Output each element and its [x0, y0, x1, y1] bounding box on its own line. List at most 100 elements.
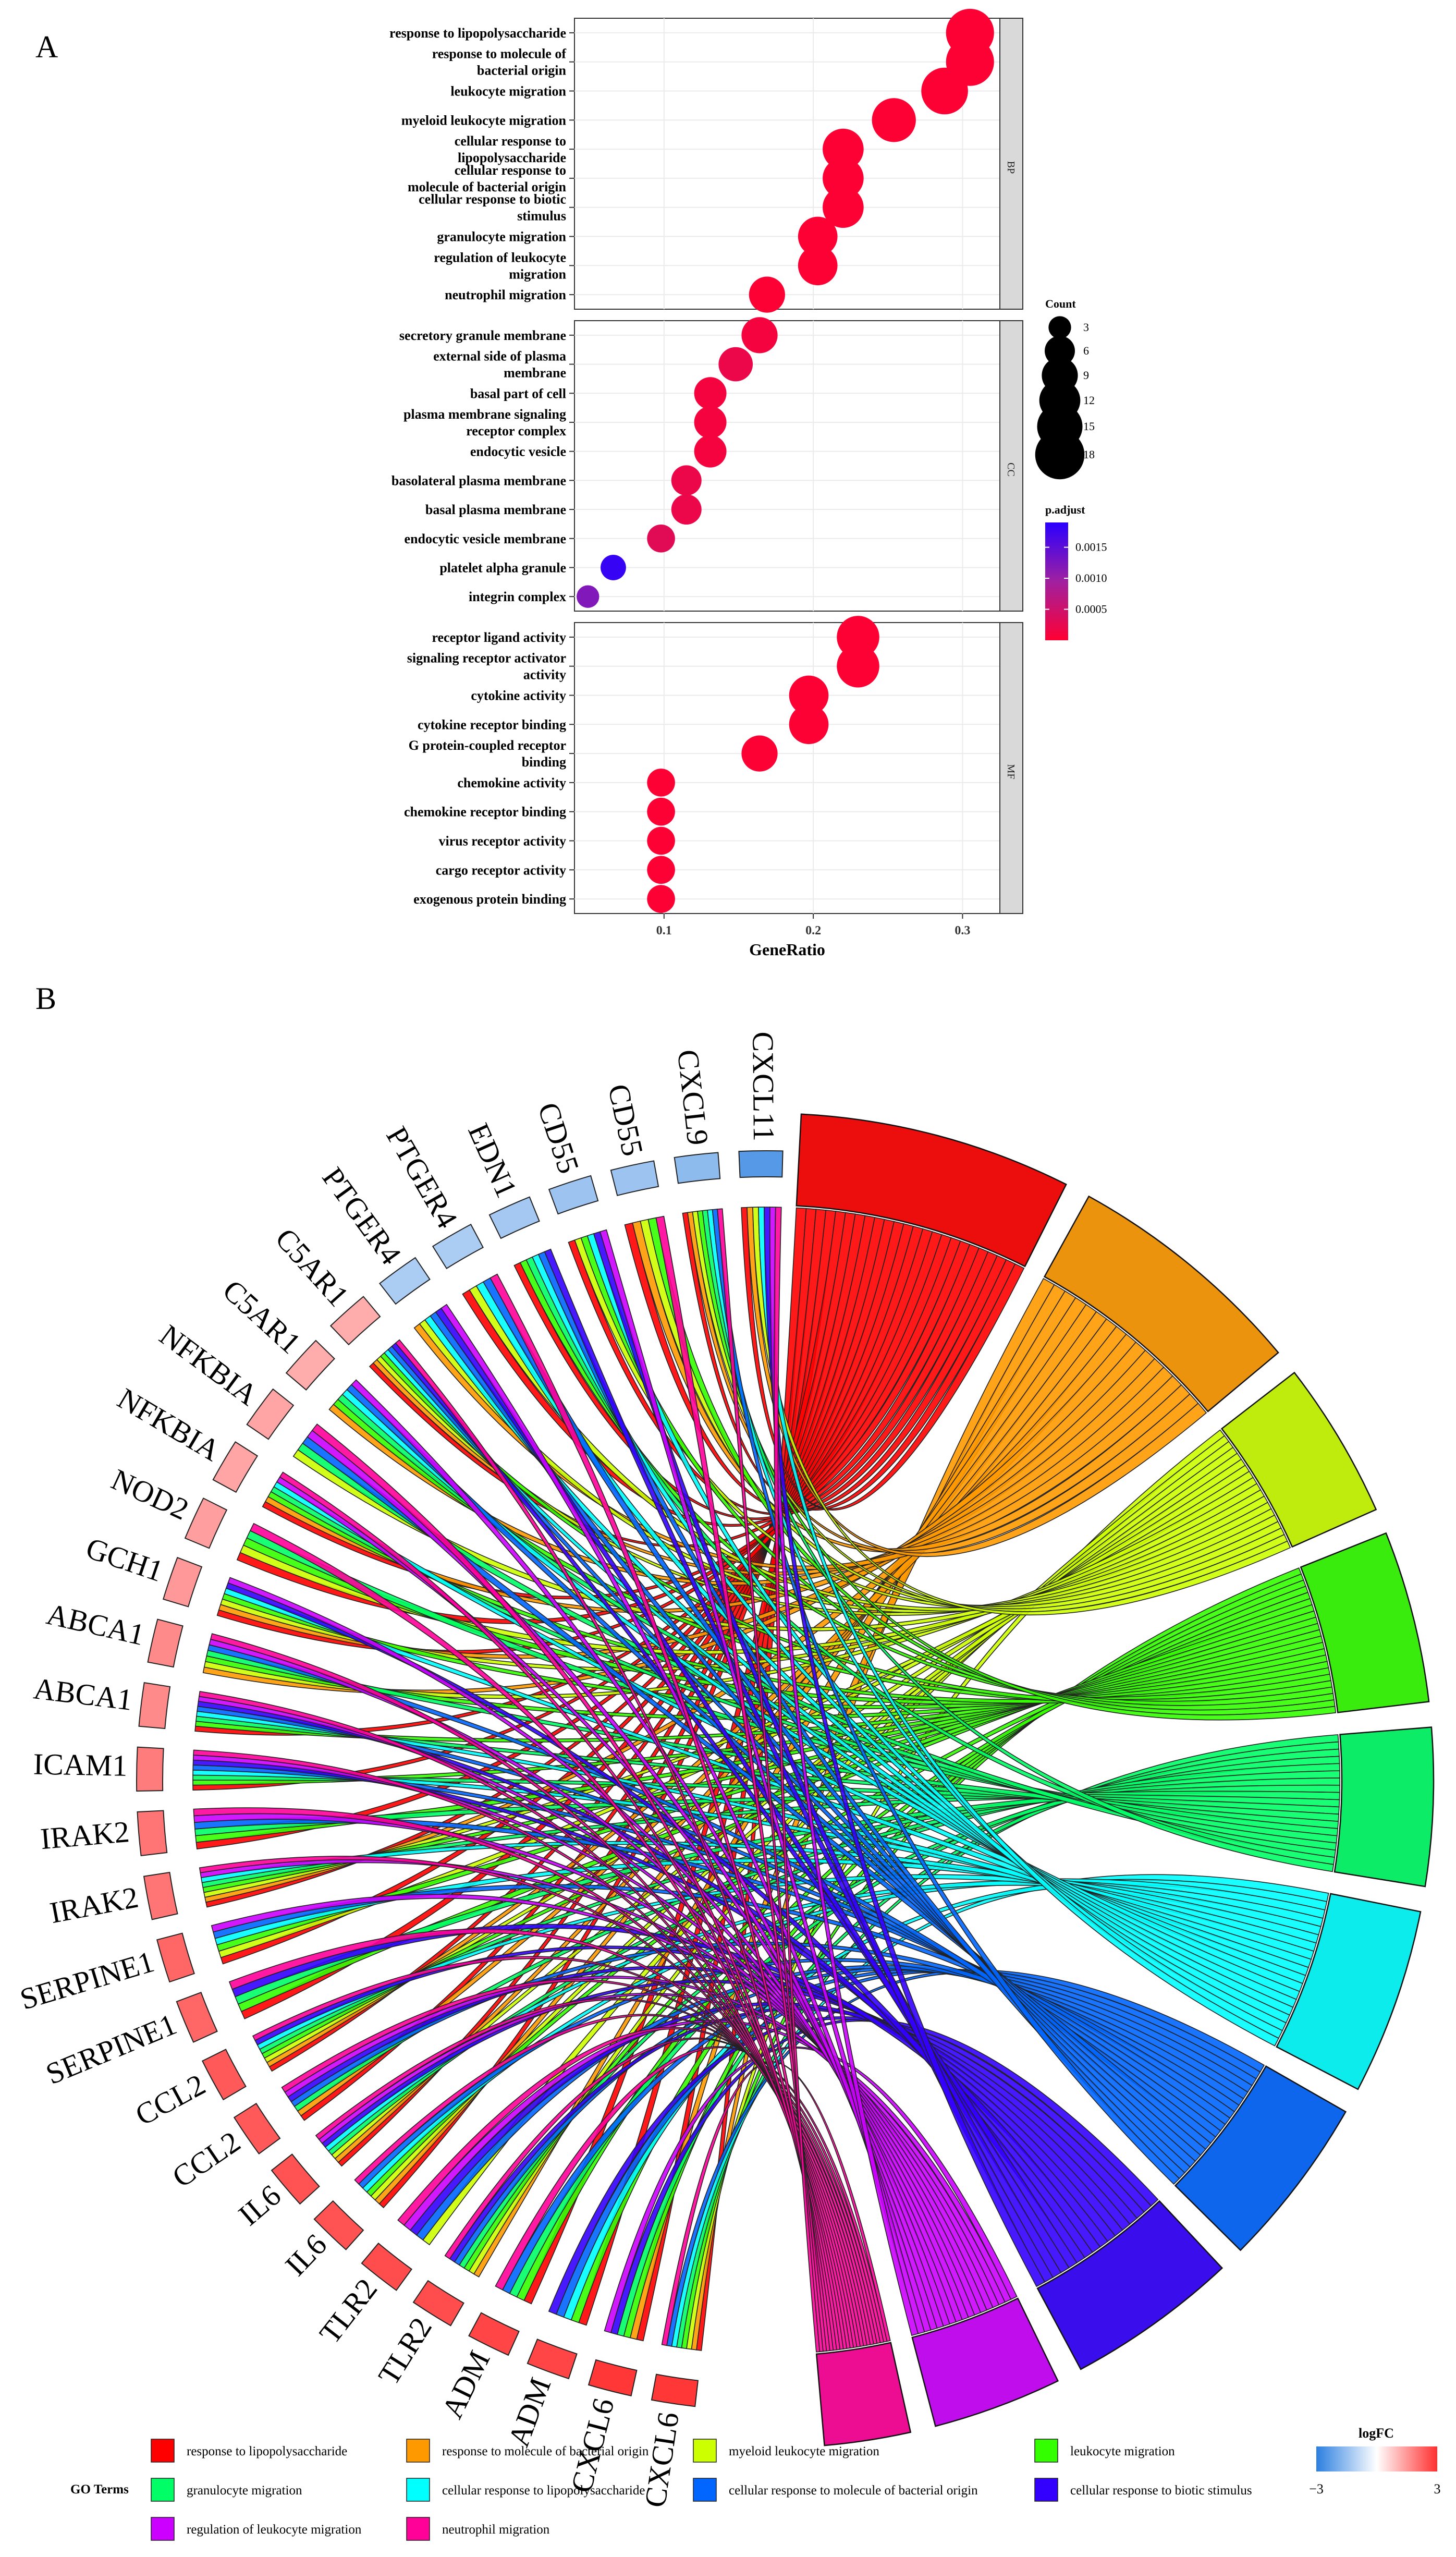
go-legend-swatch	[693, 2439, 717, 2463]
term-label: cellular response to	[455, 163, 566, 178]
chord-ribbon	[222, 1593, 1328, 1709]
term-label: bacterial origin	[477, 63, 567, 78]
gene-label: CXCL11	[746, 1031, 781, 1141]
gene-logfc-block	[313, 2200, 364, 2250]
chord-ribbon	[213, 1884, 1235, 2119]
dot-point	[601, 555, 626, 580]
gene-logfc-block	[137, 1810, 168, 1857]
padj-legend-title: p.adjust	[1045, 503, 1085, 516]
term-label: basal part of cell	[470, 386, 566, 401]
panel-label-a: A	[35, 30, 58, 64]
chord-ribbon	[210, 1633, 848, 2349]
count-legend-label: 3	[1083, 321, 1089, 334]
chord-ribbon	[661, 2061, 891, 2346]
x-tick-label: 0.1	[656, 924, 672, 937]
term-label: chemokine activity	[457, 775, 566, 790]
go-legend-label: cellular response to molecule of bacteri…	[729, 2483, 978, 2498]
chord-ribbon	[239, 1489, 1265, 1654]
term-arc	[1333, 1726, 1435, 1888]
count-legend-label: 9	[1083, 369, 1089, 382]
dot-point	[872, 98, 916, 142]
term-label: receptor complex	[466, 423, 566, 439]
count-legend-dot	[1048, 316, 1071, 339]
chord-ribbon	[395, 1339, 834, 2352]
chord-ribbon	[207, 1644, 1217, 2144]
gene-logfc-block	[162, 1556, 203, 1608]
dot-point	[671, 465, 702, 496]
chord-ribbon	[764, 1207, 1046, 2287]
term-label: leukocyte migration	[450, 84, 566, 99]
gene-label: SERPINE1	[41, 2007, 181, 2091]
chord-ribbon	[544, 1248, 1062, 2278]
chord-ribbon	[311, 1423, 837, 2351]
gene-label: IRAK2	[47, 1880, 141, 1930]
gene-logfc-block	[156, 1932, 195, 1983]
chord-ribbon	[482, 1277, 1191, 2174]
gene-logfc-block	[143, 1871, 178, 1920]
chord-ribbon	[231, 1923, 1108, 2248]
chord-ribbon	[495, 2046, 888, 2343]
chord-ribbon	[769, 1207, 919, 2336]
term-label: binding	[522, 754, 566, 770]
x-axis-title: GeneRatio	[749, 940, 825, 959]
go-legend-swatch	[693, 2478, 717, 2502]
logfc-max-label: 3	[1434, 2481, 1441, 2497]
chord-ribbon	[198, 1696, 969, 2320]
chord-ribbon	[435, 1307, 1070, 2273]
chord-ribbon	[242, 1537, 1329, 1705]
gene-logfc-block	[432, 1223, 484, 1270]
chord-ribbon	[307, 1430, 944, 2329]
dot-point	[647, 769, 675, 797]
chord-ribbon	[281, 1979, 871, 2346]
gene-label: TLR2	[371, 2311, 438, 2391]
dot-point	[837, 616, 879, 659]
term-label: plasma membrane signaling	[403, 407, 566, 422]
go-legend-label: regulation of leukocyte migration	[187, 2523, 362, 2537]
term-label: secretory granule membrane	[399, 328, 566, 343]
go-legend-label: neutrophil migration	[442, 2523, 550, 2537]
go-legend-title: GO Terms	[70, 2482, 129, 2497]
dot-point	[647, 797, 675, 826]
dot-point	[647, 856, 675, 884]
count-legend-label: 18	[1083, 448, 1095, 461]
facet-bp: response to lipopolysaccharide response t…	[389, 8, 1023, 313]
dot-point	[647, 524, 675, 553]
chord-ribbon	[682, 1212, 1016, 1511]
term-label: migration	[509, 266, 566, 282]
chord-ribbon	[195, 1715, 1339, 1822]
chord-ribbon	[741, 1207, 1025, 1511]
gene-label: ADM	[435, 2345, 496, 2424]
go-legend-label: leukocyte migration	[1070, 2444, 1175, 2458]
chord-ribbon	[774, 1207, 821, 2353]
gene-logfc-block	[651, 2373, 699, 2407]
gene-logfc-block	[548, 1175, 599, 1215]
term-label: membrane	[504, 366, 566, 381]
gene-label: CD55	[602, 1081, 650, 1159]
chord-ribbon	[256, 1874, 1322, 2050]
facet-strip-label: BP	[1005, 161, 1017, 174]
chord-ribbon	[200, 1858, 987, 2314]
chord-ribbon	[192, 1755, 975, 2318]
term-label: endocytic vesicle	[470, 444, 566, 459]
chord-ribbon	[193, 1807, 858, 2348]
gene-logfc-block	[378, 1257, 431, 1305]
chord-ribbon	[337, 1394, 1336, 1858]
gene-logfc-block	[176, 1991, 218, 2043]
gene-logfc-block	[233, 2102, 281, 2154]
term-label: virus receptor activity	[438, 834, 566, 849]
padj-tick-label: 0.0015	[1075, 541, 1107, 554]
go-legend-label: response to molecule of bacterial origin	[442, 2444, 649, 2458]
term-label: neutrophil migration	[445, 287, 566, 302]
x-tick-label: 0.3	[955, 924, 970, 937]
term-label: integrin complex	[469, 589, 566, 604]
gene-logfc-block	[138, 1682, 171, 1730]
chord-ribbon	[192, 1759, 1101, 2253]
term-label: basal plasma membrane	[425, 502, 566, 517]
term-label: cellular response to	[455, 133, 566, 149]
gene-logfc-block	[412, 2280, 464, 2327]
panel-box	[574, 320, 1000, 612]
gene-label: ADM	[501, 2373, 558, 2451]
dot-point	[823, 157, 864, 199]
